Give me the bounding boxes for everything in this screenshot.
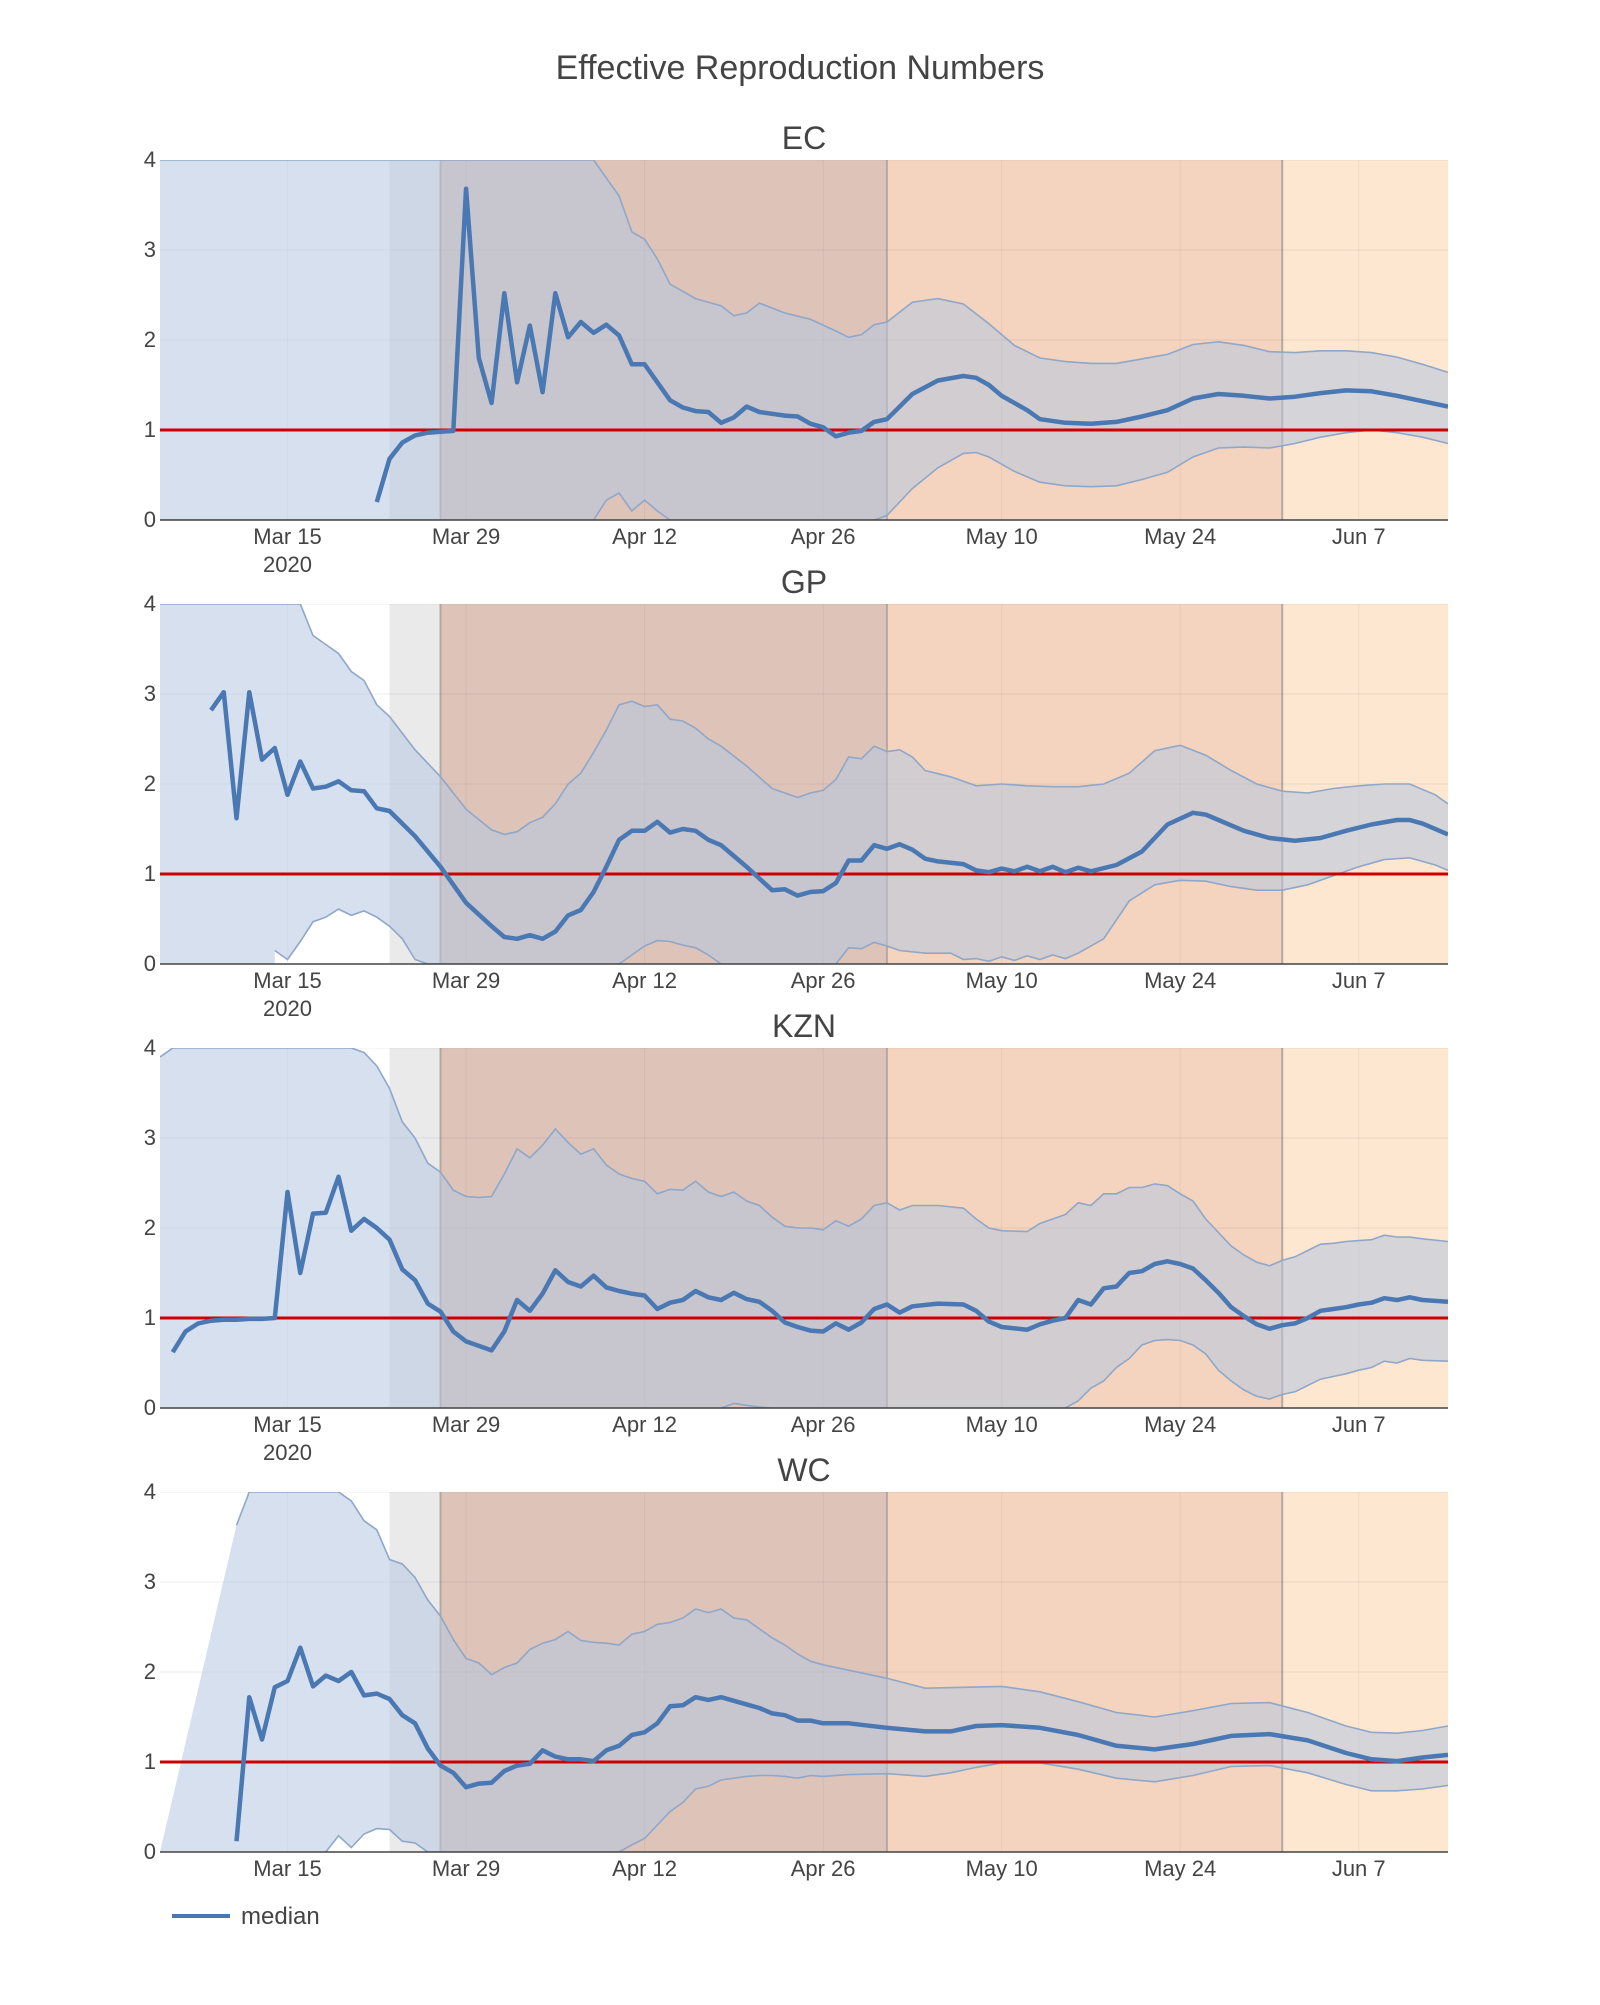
band-lower-edge (160, 429, 1448, 520)
x-tick-label: Mar 29 (432, 968, 500, 993)
legend-median-label: median (241, 1903, 320, 1930)
x-tick-label: May 24 (1144, 1412, 1216, 1437)
x-tick-label: Jun 7 (1332, 1412, 1386, 1437)
y-tick-label: 0 (144, 1839, 156, 1864)
panel-kzn: 0 1 2 3 4 Mar 15 Mar 29 Apr 12 Apr 26 May 10 May 2… (144, 1008, 1448, 1465)
y-tick-label: 3 (144, 1125, 156, 1150)
y-tick-label: 3 (144, 1569, 156, 1594)
x-tick-label: Mar 15 (253, 524, 321, 549)
x-tick-label: May 24 (1144, 1856, 1216, 1881)
x-tick-label: May 10 (966, 968, 1038, 993)
panel-title: GP (781, 564, 827, 600)
y-tick-label: 2 (144, 771, 156, 796)
y-tick-label: 0 (144, 507, 156, 532)
x-tick-label: Mar 15 (253, 1856, 321, 1881)
x-year-label: 2020 (263, 1440, 312, 1465)
x-tick-label: May 24 (1144, 524, 1216, 549)
x-tick-label: Apr 12 (612, 968, 677, 993)
band-upper-edge (160, 1048, 1448, 1267)
panel-title: KZN (772, 1008, 836, 1044)
y-tick-label: 3 (144, 681, 156, 706)
x-tick-label: Jun 7 (1332, 524, 1386, 549)
panel-title: WC (777, 1452, 830, 1488)
x-tick-label: Mar 29 (432, 1856, 500, 1881)
x-year-label: 2020 (263, 552, 312, 577)
x-tick-label: Apr 12 (612, 524, 677, 549)
y-tick-label: 4 (144, 1035, 156, 1060)
panel-ec: 0 1 2 3 4 Mar 15 Mar 29 Apr 12 Apr 26 May 10 May 2… (144, 120, 1448, 577)
panel-gp: 0 1 2 3 4 Mar 15 Mar 29 Apr 12 Apr 26 May 10 May 2… (144, 564, 1448, 1021)
plot-area (160, 1048, 1448, 1408)
y-tick-label: 3 (144, 237, 156, 262)
x-tick-label: Apr 26 (791, 1412, 856, 1437)
x-tick-label: Mar 15 (253, 1412, 321, 1437)
x-tick-label: May 10 (966, 1412, 1038, 1437)
x-year-label: 2020 (263, 996, 312, 1021)
panel-title: EC (782, 120, 826, 156)
y-tick-label: 0 (144, 1395, 156, 1420)
x-tick-label: Mar 15 (253, 968, 321, 993)
plot-area (160, 160, 1448, 520)
x-tick-label: Mar 29 (432, 524, 500, 549)
median-line (374, 186, 1448, 503)
band-upper-edge (160, 604, 1448, 836)
band-lower-edge (720, 1338, 1448, 1408)
y-tick-label: 2 (144, 1215, 156, 1240)
x-tick-label: Apr 26 (791, 524, 856, 549)
panel-wc: 0 1 2 3 4 Mar 15 Mar 29 Apr 12 Apr 26 May 10 May 2… (144, 1452, 1448, 1881)
panels: 0 1 2 3 4 Mar 15 Mar 29 Apr 12 Apr 26 May 10 May 2… (144, 120, 1448, 1881)
x-tick-label: Mar 29 (432, 1412, 500, 1437)
y-tick-label: 1 (144, 861, 156, 886)
median-line (209, 689, 1448, 942)
x-tick-label: May 10 (966, 524, 1038, 549)
plot-area (160, 604, 1448, 964)
band-upper-edge (160, 160, 1448, 374)
y-tick-label: 1 (144, 417, 156, 442)
x-tick-label: May 10 (966, 1856, 1038, 1881)
y-tick-label: 2 (144, 327, 156, 352)
y-tick-label: 4 (144, 147, 156, 172)
x-tick-label: May 24 (1144, 968, 1216, 993)
y-tick-label: 0 (144, 951, 156, 976)
band-upper-edge (235, 1492, 1448, 1735)
x-tick-label: Apr 12 (612, 1412, 677, 1437)
y-tick-label: 2 (144, 1659, 156, 1684)
x-tick-label: Apr 26 (791, 968, 856, 993)
legend[interactable]: median (172, 1903, 320, 1930)
median-line (234, 1645, 1448, 1842)
x-tick-label: Apr 26 (791, 1856, 856, 1881)
x-tick-label: Jun 7 (1332, 968, 1386, 993)
y-tick-label: 4 (144, 591, 156, 616)
x-tick-label: Jun 7 (1332, 1856, 1386, 1881)
plot-area (160, 1492, 1448, 1852)
y-tick-label: 1 (144, 1305, 156, 1330)
y-tick-label: 4 (144, 1479, 156, 1504)
median-line (170, 1174, 1448, 1354)
y-tick-label: 1 (144, 1749, 156, 1774)
band-lower-edge (325, 1762, 1448, 1852)
band-lower-edge (274, 856, 1448, 964)
x-tick-label: Apr 12 (612, 1856, 677, 1881)
chart-title: Effective Reproduction Numbers (556, 49, 1045, 87)
